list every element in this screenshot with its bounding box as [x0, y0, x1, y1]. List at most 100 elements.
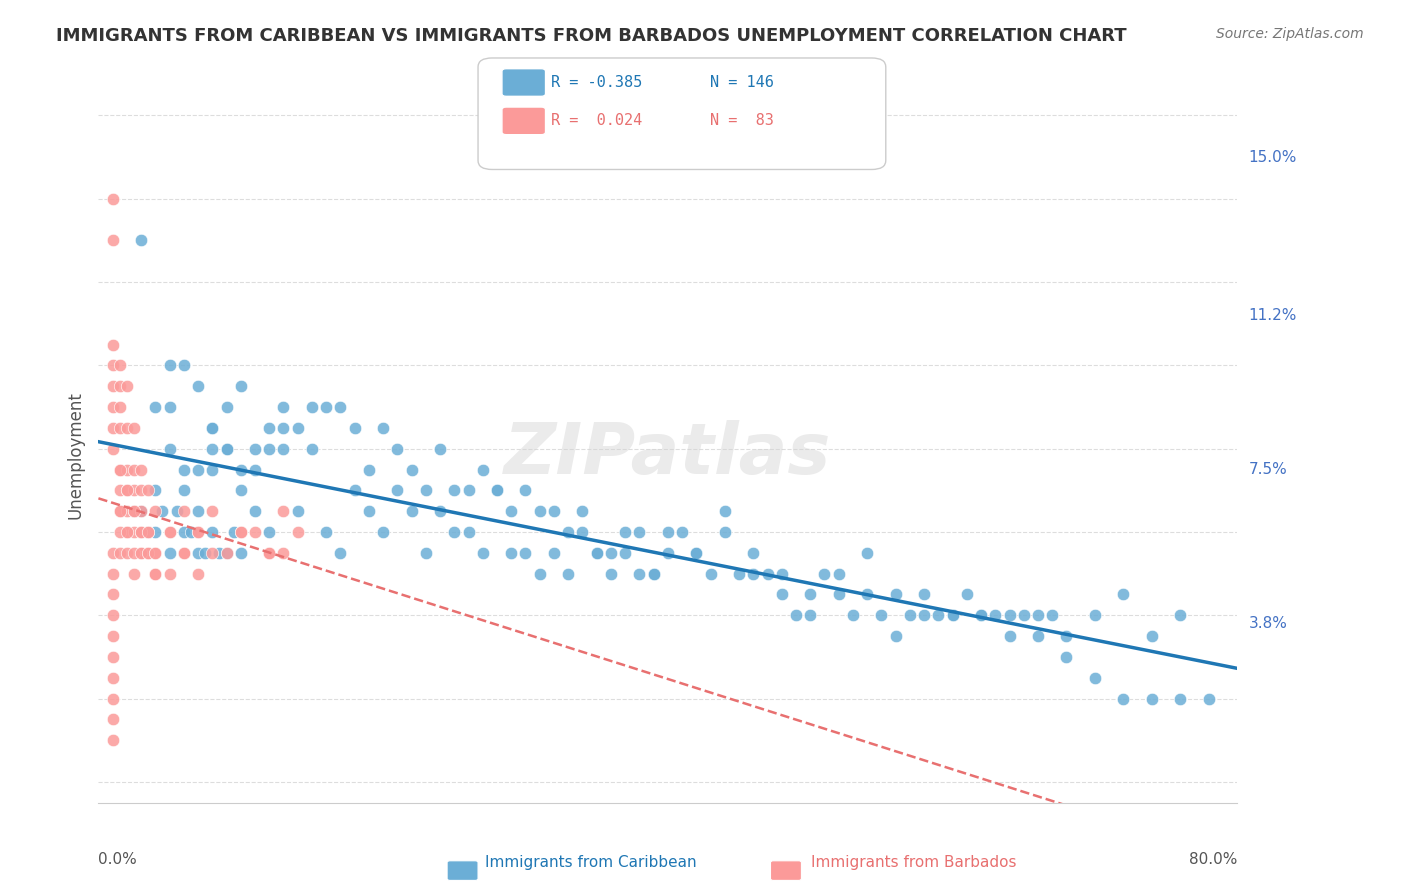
- Point: [136, 483, 159, 498]
- Point: [259, 524, 281, 539]
- Point: [122, 462, 145, 476]
- Text: N = 146: N = 146: [710, 75, 773, 89]
- Point: [108, 421, 131, 435]
- Text: N =  83: N = 83: [710, 113, 773, 128]
- Point: [287, 524, 309, 539]
- Point: [108, 359, 131, 373]
- Point: [215, 400, 238, 414]
- Point: [557, 566, 579, 581]
- Point: [180, 524, 202, 539]
- Point: [187, 524, 209, 539]
- Point: [145, 546, 167, 560]
- Point: [215, 546, 238, 560]
- Point: [471, 546, 494, 560]
- Point: [728, 566, 751, 581]
- Point: [273, 442, 295, 456]
- Point: [415, 546, 437, 560]
- Point: [387, 483, 409, 498]
- Point: [842, 608, 865, 623]
- Point: [243, 462, 266, 476]
- Point: [101, 233, 124, 247]
- Point: [984, 608, 1007, 623]
- Point: [115, 524, 138, 539]
- Point: [828, 566, 851, 581]
- Point: [443, 483, 465, 498]
- Point: [159, 566, 181, 581]
- Point: [1140, 691, 1163, 706]
- Point: [415, 483, 437, 498]
- Point: [813, 566, 835, 581]
- Point: [145, 483, 167, 498]
- Point: [101, 671, 124, 685]
- Point: [173, 546, 195, 560]
- Point: [101, 629, 124, 643]
- Point: [159, 524, 181, 539]
- Point: [970, 608, 993, 623]
- Point: [1040, 608, 1063, 623]
- Point: [301, 442, 323, 456]
- Text: 80.0%: 80.0%: [1189, 852, 1237, 866]
- Point: [912, 608, 935, 623]
- Point: [912, 587, 935, 601]
- Point: [173, 359, 195, 373]
- Y-axis label: Unemployment: Unemployment: [66, 391, 84, 519]
- Point: [401, 462, 423, 476]
- Point: [145, 400, 167, 414]
- Point: [799, 587, 821, 601]
- Point: [614, 546, 637, 560]
- Point: [357, 504, 380, 518]
- Point: [222, 524, 245, 539]
- Point: [643, 566, 665, 581]
- Point: [145, 546, 167, 560]
- Point: [501, 546, 523, 560]
- Point: [942, 608, 965, 623]
- Point: [273, 421, 295, 435]
- Point: [1012, 608, 1035, 623]
- Point: [136, 524, 159, 539]
- Point: [287, 504, 309, 518]
- Point: [471, 462, 494, 476]
- Point: [101, 733, 124, 747]
- Point: [259, 442, 281, 456]
- Point: [600, 566, 623, 581]
- Point: [770, 566, 793, 581]
- Point: [187, 566, 209, 581]
- Point: [108, 504, 131, 518]
- Point: [159, 546, 181, 560]
- Point: [685, 546, 707, 560]
- Point: [1056, 629, 1078, 643]
- Point: [756, 566, 779, 581]
- Point: [387, 442, 409, 456]
- Point: [129, 524, 152, 539]
- Point: [956, 587, 979, 601]
- Point: [108, 462, 131, 476]
- Point: [628, 566, 651, 581]
- Point: [970, 608, 993, 623]
- Point: [101, 337, 124, 351]
- Point: [785, 608, 807, 623]
- Point: [643, 566, 665, 581]
- Point: [273, 504, 295, 518]
- Point: [486, 483, 509, 498]
- Point: [101, 691, 124, 706]
- Point: [699, 566, 721, 581]
- Point: [201, 504, 224, 518]
- Point: [129, 483, 152, 498]
- Text: Immigrants from Caribbean: Immigrants from Caribbean: [485, 855, 696, 870]
- Point: [215, 442, 238, 456]
- Point: [229, 524, 252, 539]
- Point: [685, 546, 707, 560]
- Point: [187, 524, 209, 539]
- Point: [543, 546, 565, 560]
- Point: [115, 483, 138, 498]
- Point: [187, 379, 209, 393]
- Point: [229, 546, 252, 560]
- Point: [187, 504, 209, 518]
- Point: [657, 524, 679, 539]
- Point: [129, 524, 152, 539]
- Point: [273, 400, 295, 414]
- Point: [115, 546, 138, 560]
- Point: [1140, 629, 1163, 643]
- Point: [585, 546, 607, 560]
- Point: [828, 587, 851, 601]
